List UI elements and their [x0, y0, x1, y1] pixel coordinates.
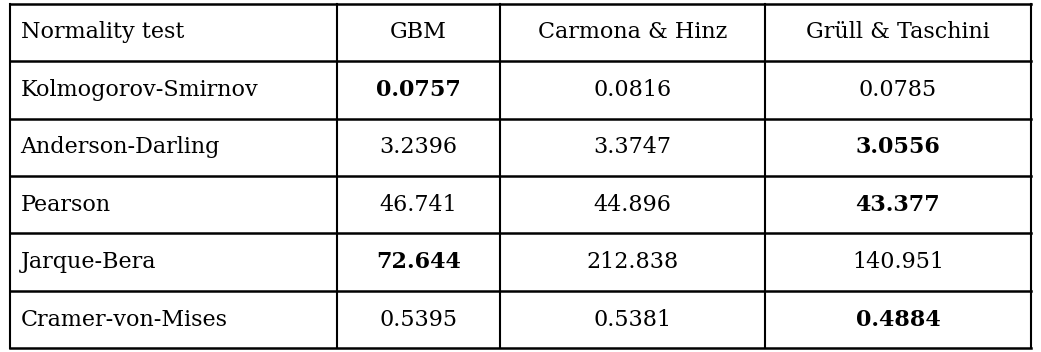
Text: Normality test: Normality test — [21, 21, 184, 43]
Text: 44.896: 44.896 — [593, 194, 671, 216]
Text: 0.0816: 0.0816 — [593, 79, 671, 101]
Text: Pearson: Pearson — [21, 194, 110, 216]
Text: Carmona & Hinz: Carmona & Hinz — [538, 21, 728, 43]
Text: Cramer-von-Mises: Cramer-von-Mises — [21, 309, 228, 331]
Text: 43.377: 43.377 — [856, 194, 940, 216]
Text: 46.741: 46.741 — [380, 194, 457, 216]
Text: 0.5395: 0.5395 — [380, 309, 457, 331]
Text: Jarque-Bera: Jarque-Bera — [21, 251, 156, 273]
Text: 212.838: 212.838 — [586, 251, 679, 273]
Text: 3.2396: 3.2396 — [380, 136, 457, 158]
Text: Grüll & Taschini: Grüll & Taschini — [806, 21, 990, 43]
Text: 0.0757: 0.0757 — [376, 79, 461, 101]
Text: Anderson-Darling: Anderson-Darling — [21, 136, 220, 158]
Text: 0.4884: 0.4884 — [856, 309, 940, 331]
Text: 0.5381: 0.5381 — [593, 309, 671, 331]
Text: 3.3747: 3.3747 — [593, 136, 671, 158]
Text: GBM: GBM — [390, 21, 447, 43]
Text: 3.0556: 3.0556 — [856, 136, 940, 158]
Text: 140.951: 140.951 — [852, 251, 944, 273]
Text: Kolmogorov-Smirnov: Kolmogorov-Smirnov — [21, 79, 258, 101]
Text: 72.644: 72.644 — [376, 251, 461, 273]
Text: 0.0785: 0.0785 — [859, 79, 937, 101]
